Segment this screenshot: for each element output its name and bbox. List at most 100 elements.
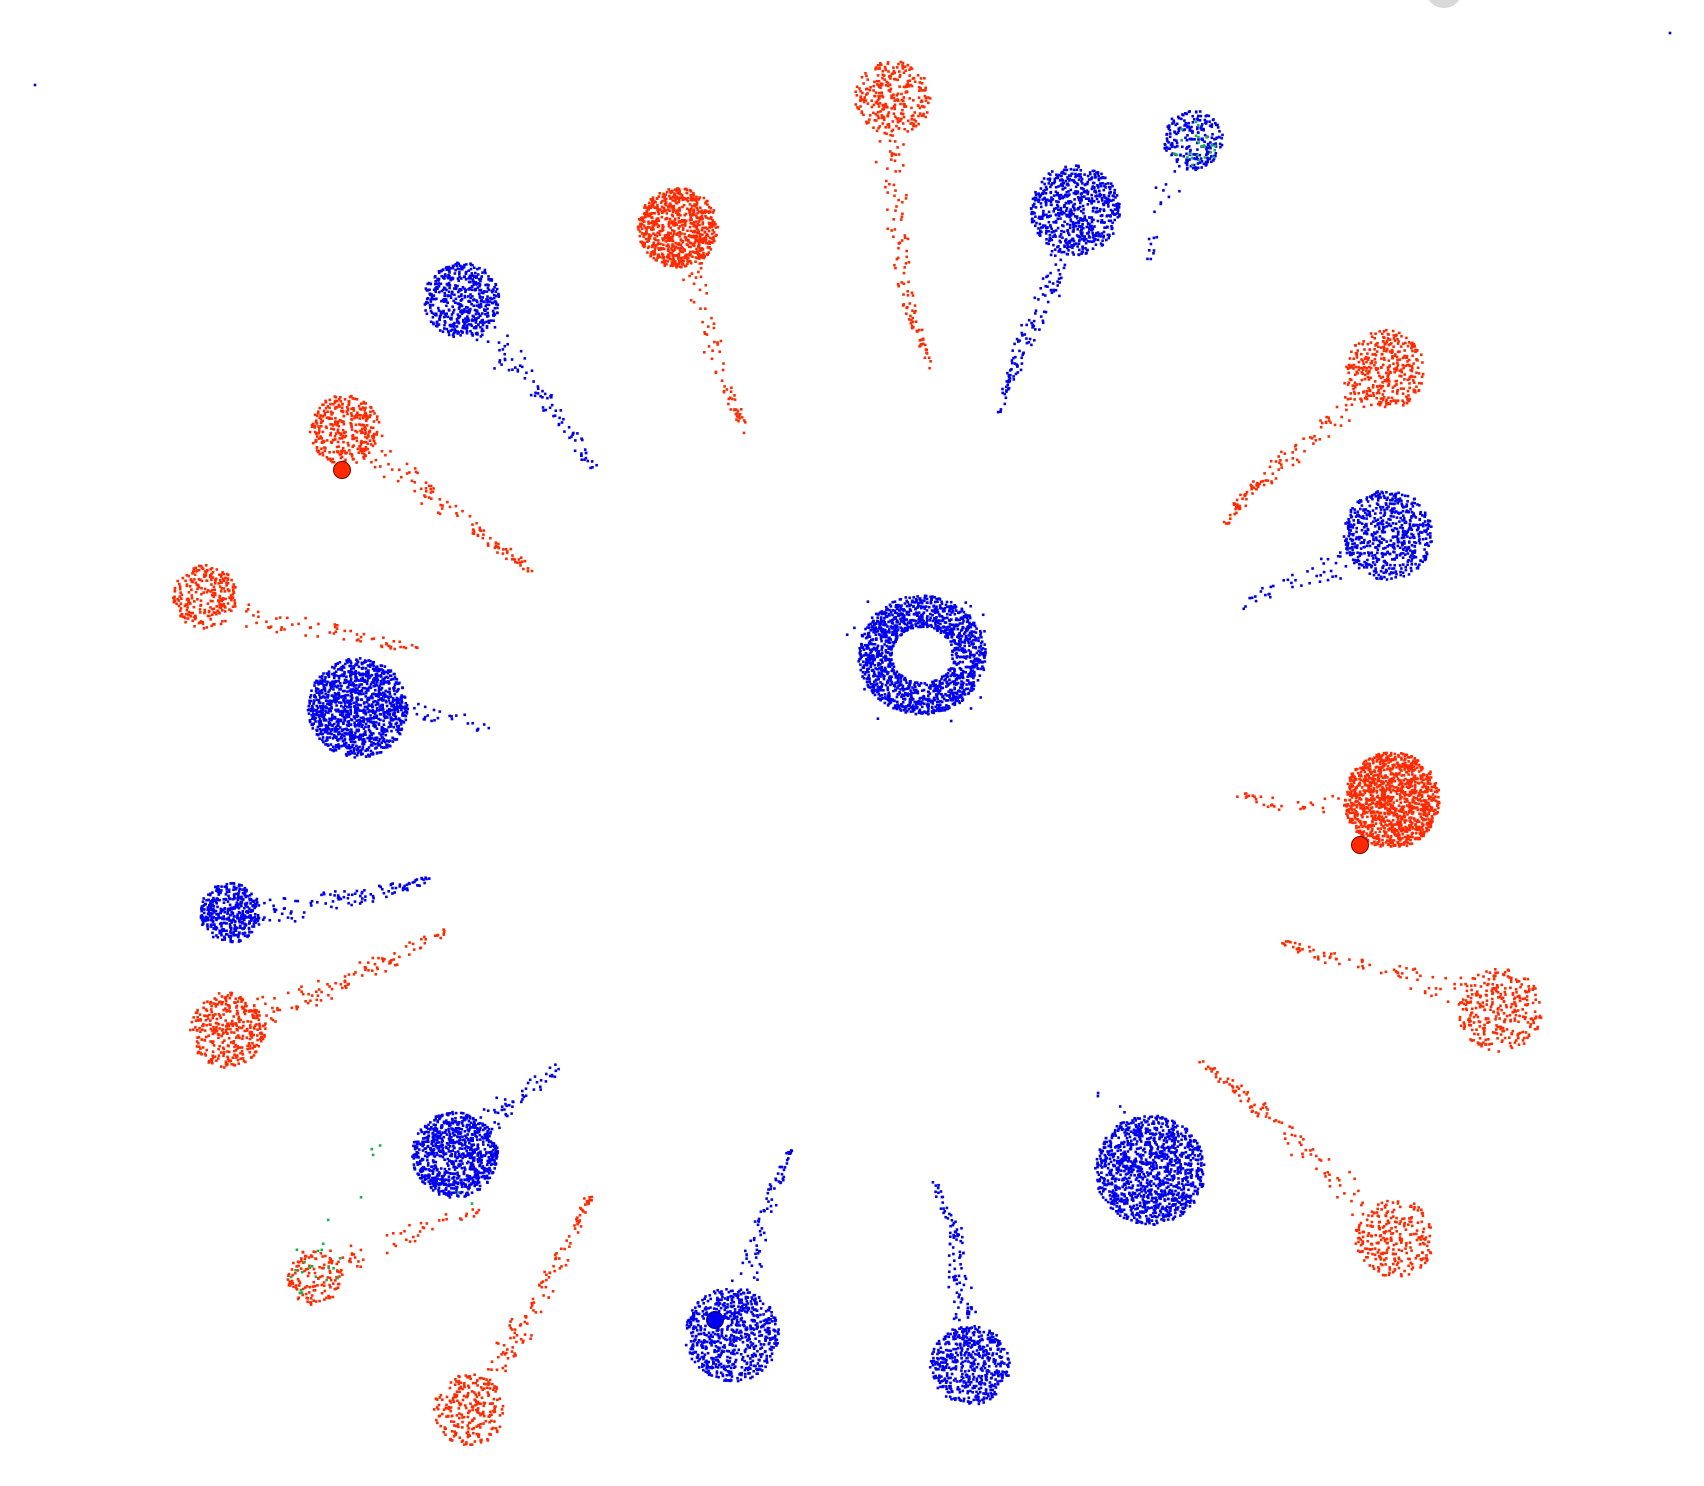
upper-left-red-point (693, 301, 696, 304)
right-upper-red-point (1408, 387, 1411, 390)
upper-right-blue-point (1055, 229, 1058, 232)
top-red-point (875, 119, 878, 122)
top-red-point (924, 89, 927, 92)
upper-left-blue-point (524, 357, 527, 360)
center-ring-point (950, 601, 953, 604)
upper-left-blue-point (463, 325, 466, 328)
upper-right-blue-point (1109, 215, 1112, 218)
right-upper-red-point (1229, 517, 1232, 520)
top-red-point (855, 103, 858, 106)
upper-left-blue-point (471, 289, 474, 292)
upper-right-blue-point (1030, 207, 1033, 210)
upper-left-blue-point (437, 279, 440, 282)
upper-right-blue-point (1038, 234, 1041, 237)
top-red-point (888, 89, 891, 92)
center-ring-point (965, 651, 968, 654)
upper-right-blue-point (1068, 216, 1071, 219)
upper-left-blue-point (456, 325, 459, 328)
top-red-point (897, 285, 900, 288)
upper-right-blue-point (1054, 178, 1057, 181)
upper-right-blue-point (1057, 227, 1060, 230)
center-ring-point (951, 689, 954, 692)
top-red-point (908, 68, 911, 71)
right-upper-red-point (1378, 330, 1381, 333)
center-ring-point (913, 701, 916, 704)
top-red-point (899, 74, 902, 77)
upper-right-blue-point (997, 411, 1000, 414)
upper-left-red-point (683, 204, 686, 207)
upper-left-blue-point (429, 304, 432, 307)
upper-left-blue-point (467, 300, 470, 303)
top-red-point (907, 294, 910, 297)
center-ring-point (931, 707, 934, 710)
upper-right-blue-point (1072, 230, 1075, 233)
upper-left-red-point (695, 220, 698, 223)
center-ring-point (884, 632, 887, 635)
upper-left-red-point (701, 217, 704, 220)
top-red-point (896, 146, 899, 149)
upper-right-blue-point (1089, 171, 1092, 174)
right-upper-red-point (1376, 342, 1379, 345)
upper-left-red-point (690, 299, 693, 302)
upper-left-red-point (668, 195, 671, 198)
top-red-point (919, 81, 922, 84)
center-ring-point (966, 675, 969, 678)
upper-left-blue-point (479, 296, 482, 299)
center-ring-point (951, 608, 954, 611)
far-upper-right-blue-point (1191, 115, 1194, 118)
upper-left-red-point (654, 234, 657, 237)
far-upper-right-blue-point (1192, 153, 1195, 156)
right-upper-red-point (1364, 374, 1367, 377)
upper-left-red-point (661, 229, 664, 232)
upper-left-blue-point (493, 312, 496, 315)
upper-left-blue-point (589, 467, 592, 470)
upper-left-blue-point (484, 272, 487, 275)
upper-left-red-point (677, 227, 680, 230)
right-upper-red-point (1400, 335, 1403, 338)
top-red-point (911, 317, 914, 320)
center-ring-point (946, 606, 949, 609)
center-ring-point (913, 613, 916, 616)
right-upper-red-point (1422, 373, 1425, 376)
center-ring-point (959, 645, 962, 648)
center-ring-point (924, 622, 927, 625)
right-upper-red-point (1398, 332, 1401, 335)
upper-left-red-point (727, 403, 730, 406)
far-upper-right-blue-point (1187, 122, 1190, 125)
upper-right-blue-point (1040, 315, 1043, 318)
upper-left-blue-point (576, 432, 579, 435)
far-upper-right-blue-point (1181, 113, 1184, 116)
upper-left-blue-point (491, 289, 494, 292)
upper-right-blue-point (1086, 226, 1089, 229)
upper-left-red-point (701, 227, 704, 230)
upper-left-blue-point (475, 313, 478, 316)
top-red-point (902, 122, 905, 125)
center-ring-point (880, 669, 883, 672)
right-upper-red-point (1275, 460, 1278, 463)
right-upper-red-point (1373, 348, 1376, 351)
center-ring-point (927, 624, 930, 627)
center-ring-point (900, 677, 903, 680)
center-ring-point (891, 601, 894, 604)
center-ring-point (890, 648, 893, 651)
far-upper-right-blue-point (1192, 167, 1195, 170)
far-upper-right-blue-point (1216, 136, 1219, 139)
far-upper-right-blue-point (1207, 147, 1210, 150)
upper-left-blue-point (491, 302, 494, 305)
upper-right-blue-point (1051, 250, 1054, 253)
right-upper-red-point (1412, 362, 1415, 365)
upper-left-red-point (708, 212, 711, 215)
upper-left-red-point (657, 255, 660, 258)
upper-left-red-point (653, 253, 656, 256)
upper-right-blue-point (1064, 173, 1067, 176)
upper-right-blue-point (1006, 372, 1009, 375)
upper-left-red-point (698, 247, 701, 250)
upper-right-blue-point (1039, 287, 1042, 290)
top-red-point (899, 170, 902, 173)
top-red-point (908, 74, 911, 77)
center-ring-point (977, 679, 980, 682)
upper-right-blue-point (1046, 198, 1049, 201)
upper-left-blue-point (467, 269, 470, 272)
upper-left-red-point (706, 227, 709, 230)
top-red-point (893, 78, 896, 81)
